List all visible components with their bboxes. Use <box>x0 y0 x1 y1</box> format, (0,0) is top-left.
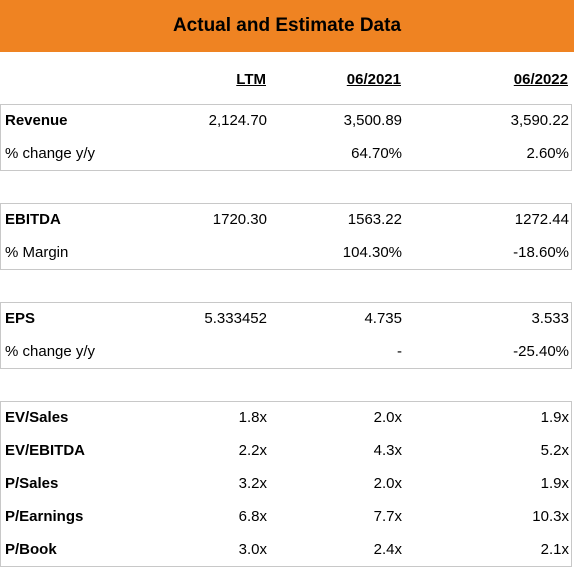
row-label: EV/Sales <box>5 409 69 426</box>
table-cell: 5.333452 <box>204 310 267 327</box>
table-cell: 104.30% <box>342 244 402 261</box>
table-row: P/Earnings 6.8x 7.7x 10.3x <box>1 500 573 533</box>
table-cell: 6.8x <box>238 508 267 525</box>
table-section: Revenue 2,124.70 3,500.89 3,590.22 % change … <box>0 104 572 171</box>
table-section: EBITDA 1720.30 1563.22 1272.44 % Margin 104.3… <box>0 203 572 270</box>
table-section: EPS 5.333452 4.735 3.533 % change y/y - -25.40… <box>0 302 572 369</box>
table-cell: 64.70% <box>351 145 402 162</box>
table-cell: - <box>397 343 402 360</box>
table-cell: -18.60% <box>513 244 569 261</box>
column-header-ltm: LTM <box>236 71 266 88</box>
table-cell: 1720.30 <box>212 211 267 228</box>
table-cell: 5.2x <box>540 442 569 459</box>
row-label: Revenue <box>5 112 68 129</box>
table-cell: 2.1x <box>540 541 569 558</box>
table-row: EV/Sales 1.8x 2.0x 1.9x <box>1 401 573 434</box>
table-cell: 1.9x <box>540 409 569 426</box>
table-cell: 2.60% <box>526 145 569 162</box>
table-cell: 2,124.70 <box>208 112 267 129</box>
table-row: EPS 5.333452 4.735 3.533 <box>1 302 573 335</box>
table-cell: 2.0x <box>373 475 402 492</box>
table-cell: 3,590.22 <box>510 112 569 129</box>
row-label: % change y/y <box>5 343 96 360</box>
table-cell: 4.735 <box>364 310 402 327</box>
table-cell: 7.7x <box>373 508 402 525</box>
row-label: P/Earnings <box>5 508 84 525</box>
table-row: % change y/y - -25.40% <box>1 335 573 368</box>
row-label: EBITDA <box>5 211 61 228</box>
row-label: EPS <box>5 310 36 327</box>
table-cell: 3.0x <box>238 541 267 558</box>
row-label: EV/EBITDA <box>5 442 86 459</box>
row-label: % change y/y <box>5 145 96 162</box>
table-cell: 2.4x <box>373 541 402 558</box>
table-cell: 10.3x <box>532 508 569 525</box>
row-label: P/Book <box>5 541 57 558</box>
table-row: % Margin 104.30% -18.60% <box>1 236 573 269</box>
table-cell: 4.3x <box>373 442 402 459</box>
table-row: EV/EBITDA 2.2x 4.3x 5.2x <box>1 434 573 467</box>
table-cell: 3.533 <box>531 310 569 327</box>
table-cell: 1.9x <box>540 475 569 492</box>
column-header-2022: 06/2022 <box>513 71 568 88</box>
row-label: % Margin <box>5 244 69 261</box>
column-header-2021: 06/2021 <box>346 71 401 88</box>
table-cell: 3.2x <box>238 475 267 492</box>
table-title: Actual and Estimate Data <box>0 0 574 52</box>
table-cell: 3,500.89 <box>343 112 402 129</box>
table-cell: -25.40% <box>513 343 569 360</box>
table-row: P/Book 3.0x 2.4x 2.1x <box>1 533 573 566</box>
table-row: % change y/y 64.70% 2.60% <box>1 137 573 170</box>
row-label: P/Sales <box>5 475 59 492</box>
table-cell: 2.2x <box>238 442 267 459</box>
table-cell: 1563.22 <box>347 211 402 228</box>
table-row: P/Sales 3.2x 2.0x 1.9x <box>1 467 573 500</box>
table-cell: 1.8x <box>238 409 267 426</box>
table-row: Revenue 2,124.70 3,500.89 3,590.22 <box>1 104 573 137</box>
table-cell: 1272.44 <box>514 211 569 228</box>
table-row: EBITDA 1720.30 1563.22 1272.44 <box>1 203 573 236</box>
table-section: EV/Sales 1.8x 2.0x 1.9x EV/EBITDA 2.2x 4.3x 5.2… <box>0 401 572 567</box>
table-cell: 2.0x <box>373 409 402 426</box>
